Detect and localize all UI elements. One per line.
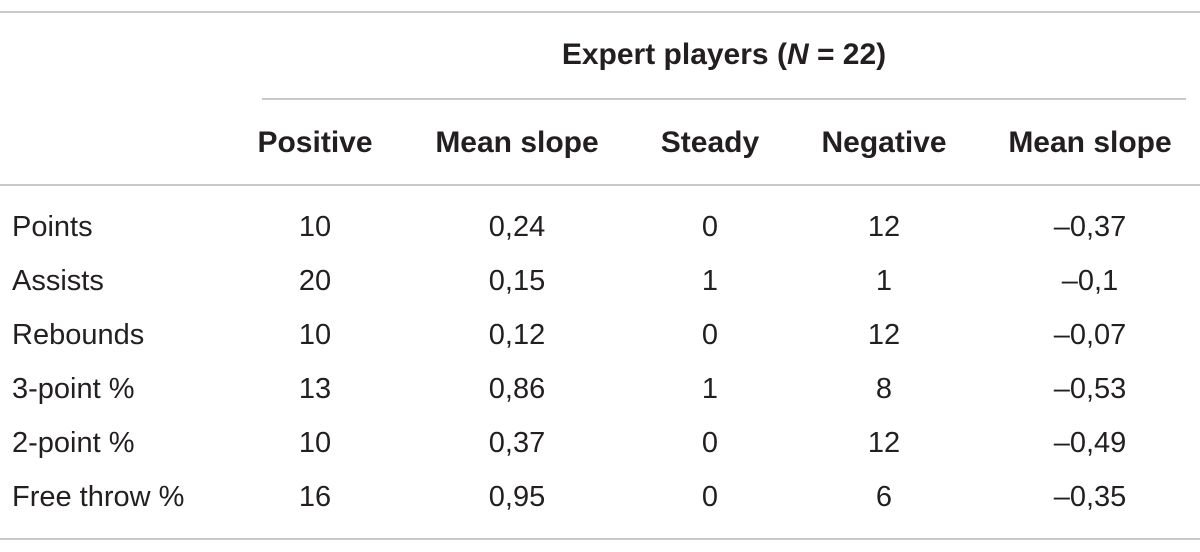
table-row: 3-point % 13 0,86 1 8 –0,53 (0, 362, 1200, 416)
cell-negative: 6 (875, 481, 893, 513)
row-label: Points (12, 211, 93, 243)
group-header-prefix: Expert players ( (561, 38, 787, 71)
table-top-rule (0, 11, 1200, 13)
table-row: Rebounds 10 0,12 0 12 –0,07 (0, 308, 1200, 362)
cell-mean-slope-negative: –0,53 (1053, 373, 1127, 405)
cell-mean-slope-positive: 0,15 (488, 265, 546, 297)
cell-steady: 0 (701, 481, 719, 513)
table-row: Points 10 0,24 0 12 –0,37 (0, 200, 1200, 254)
column-header-mean-slope-positive: Mean slope (435, 126, 599, 159)
row-label: Assists (12, 265, 104, 297)
group-header-n: N (786, 38, 809, 71)
cell-steady: 1 (701, 373, 719, 405)
cell-negative: 1 (875, 265, 893, 297)
table-row: 2-point % 10 0,37 0 12 –0,49 (0, 416, 1200, 470)
group-header: Expert players (N = 22) (262, 30, 1186, 80)
column-header-steady: Steady (660, 126, 760, 159)
cell-mean-slope-positive: 0,12 (488, 319, 546, 351)
column-header-rule (0, 184, 1200, 186)
cell-mean-slope-positive: 0,37 (488, 427, 546, 459)
cell-positive: 10 (298, 211, 332, 243)
cell-positive: 10 (298, 319, 332, 351)
cell-positive: 10 (298, 427, 332, 459)
group-header-suffix: = 22) (808, 38, 887, 71)
cell-mean-slope-negative: –0,07 (1053, 319, 1127, 351)
cell-steady: 1 (701, 265, 719, 297)
cell-mean-slope-negative: –0,49 (1053, 427, 1127, 459)
cell-mean-slope-positive: 0,95 (488, 481, 546, 513)
group-header-rule (262, 98, 1186, 100)
cell-steady: 0 (701, 427, 719, 459)
table-row: Free throw % 16 0,95 0 6 –0,35 (0, 470, 1200, 524)
cell-mean-slope-positive: 0,86 (488, 373, 546, 405)
cell-negative: 12 (867, 211, 901, 243)
row-label: Rebounds (12, 319, 145, 351)
table-row: Assists 20 0,15 1 1 –0,1 (0, 254, 1200, 308)
cell-mean-slope-negative: –0,37 (1053, 211, 1127, 243)
cell-positive: 20 (298, 265, 332, 297)
column-header-negative: Negative (821, 126, 947, 159)
row-label: 3-point % (12, 373, 135, 405)
cell-negative: 8 (875, 373, 893, 405)
cell-steady: 0 (701, 319, 719, 351)
cell-mean-slope-positive: 0,24 (488, 211, 546, 243)
column-header-positive: Positive (257, 126, 373, 159)
column-header-mean-slope-negative: Mean slope (1008, 126, 1172, 159)
row-label: Free throw % (12, 481, 185, 513)
cell-negative: 12 (867, 427, 901, 459)
cell-positive: 13 (298, 373, 332, 405)
cell-positive: 16 (298, 481, 332, 513)
cell-mean-slope-negative: –0,1 (1061, 265, 1119, 297)
cell-negative: 12 (867, 319, 901, 351)
cell-mean-slope-negative: –0,35 (1053, 481, 1127, 513)
row-label: 2-point % (12, 427, 135, 459)
table-bottom-rule (0, 538, 1200, 540)
cell-steady: 0 (701, 211, 719, 243)
